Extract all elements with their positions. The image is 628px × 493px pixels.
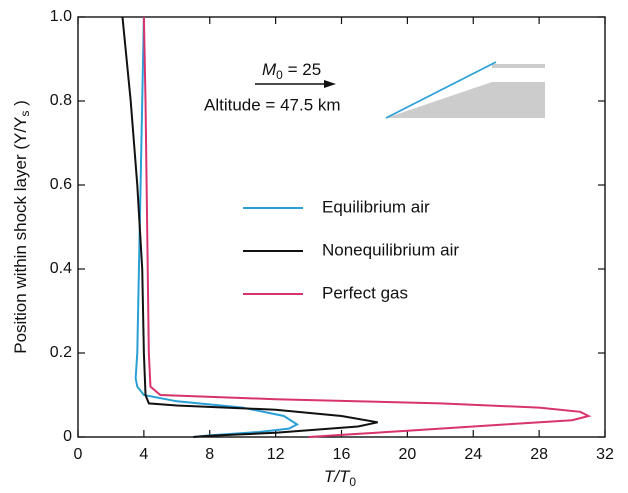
x-tick-label: 28 [530, 446, 548, 463]
data-line [134, 16, 300, 438]
x-tick-label: 12 [267, 446, 285, 463]
y-tick-label: 0.6 [50, 176, 72, 193]
arrow [255, 80, 336, 88]
plot-frame [77, 16, 606, 438]
y-tick-label: 1.0 [50, 8, 72, 25]
altitude-annotation: Altitude = 47.5 km [204, 95, 341, 114]
legend-label: Nonequilibrium air [322, 240, 459, 259]
data-line [121, 16, 378, 438]
x-tick-label: 20 [398, 446, 416, 463]
y-tick-label: 0 [63, 428, 72, 445]
x-axis-label: T/T0 [324, 467, 357, 489]
y-axis-label: Position within shock layer (Y/Ys ) [11, 100, 32, 354]
mach-annotation: M0 = 25 [262, 60, 321, 82]
x-tick-label: 32 [596, 446, 614, 463]
data-line [142, 16, 592, 438]
x-tick-label: 0 [74, 446, 83, 463]
legend-label: Perfect gas [322, 283, 408, 302]
y-tick-label: 0.8 [50, 92, 72, 109]
legend-label: Equilibrium air [322, 197, 430, 216]
x-tick-label: 24 [464, 446, 482, 463]
x-tick-label: 16 [333, 446, 351, 463]
y-tick-label: 0.4 [50, 260, 72, 277]
inset-diagram [385, 61, 545, 119]
x-tick-label: 8 [205, 446, 214, 463]
x-tick-label: 4 [139, 446, 148, 463]
y-tick-label: 0.2 [50, 344, 72, 361]
